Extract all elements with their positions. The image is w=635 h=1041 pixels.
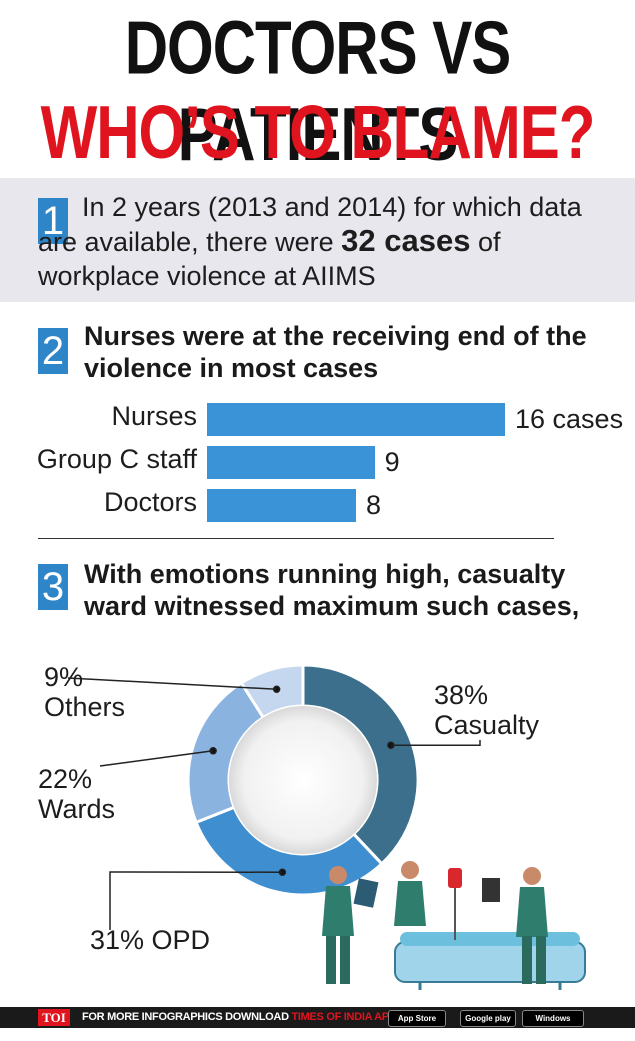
- donut-label-others-pct: 9%: [44, 662, 84, 692]
- donut-label-casualty-name: Casualty: [434, 710, 540, 740]
- bar-label-doctors: Doctors: [103, 487, 197, 517]
- leader-line-casualty: [390, 740, 481, 746]
- bar-value-group-c-staff: 9: [384, 447, 400, 477]
- bar-value-doctors: 8: [366, 490, 382, 520]
- donut-label-casualty-pct: 38%: [434, 680, 489, 710]
- section3-heading: With emotions running high, casualty war…: [84, 559, 580, 621]
- bar-nurses: [207, 403, 505, 436]
- footer-app-link[interactable]: TIMES OF INDIA APP: [291, 1011, 396, 1023]
- donut-label-wards-pct: 22%: [38, 764, 93, 794]
- headline-line-1: DOCTORS VS PATIENTS: [124, 6, 512, 176]
- section2-number: 2: [38, 328, 68, 374]
- footer-text-main: FOR MORE INFOGRAPHICS DOWNLOAD: [82, 1011, 292, 1023]
- leader-line-opd: [109, 871, 283, 930]
- section1-band: [0, 178, 635, 302]
- section1-text-bold: 32 cases: [341, 223, 471, 258]
- bar-label-group-c-staff: Group C staff: [36, 444, 197, 474]
- bar-label-nurses: Nurses: [111, 401, 197, 431]
- donut-label-casualty: 38% Casualty: [434, 680, 539, 740]
- donut-label-others-name: Others: [44, 692, 126, 722]
- toi-logo: TOI: [38, 1009, 70, 1026]
- bar-value-nurses: 16 cases: [515, 404, 624, 434]
- medical-team-illustration: [322, 861, 586, 1000]
- ward-donut-chart: 38% Casualty 31% OPD 22% Wards 9% Others: [0, 640, 635, 1000]
- section1-text-after: of workplace violence at AIIMS: [38, 227, 501, 291]
- footer-bar: TOI FOR MORE INFOGRAPHICS DOWNLOAD TIMES…: [0, 1007, 635, 1038]
- donut-svg: [67, 663, 586, 1000]
- donut-label-wards: 22% Wards: [38, 764, 115, 824]
- bar-doctors: [207, 489, 356, 522]
- app-store-badge[interactable]: App Store: [388, 1010, 446, 1027]
- bar-group-c-staff: [207, 446, 375, 479]
- section3-number: 3: [38, 564, 68, 610]
- windows-phone-badge[interactable]: Windows Phone: [522, 1010, 584, 1038]
- section1-text: In 2 years (2013 and 2014) for which dat…: [38, 190, 618, 293]
- headline-line-2: WHO’S TO BLAME?: [40, 90, 596, 175]
- google-play-badge[interactable]: Google play: [460, 1010, 516, 1027]
- section1-text-before: In 2 years (2013 and 2014) for which dat…: [38, 192, 582, 257]
- footer-text: FOR MORE INFOGRAPHICS DOWNLOAD TIMES OF …: [82, 1007, 396, 1028]
- section-divider: [38, 538, 554, 539]
- leader-line-wards: [99, 750, 214, 767]
- donut-hole: [229, 706, 377, 854]
- section2-heading: Nurses were at the receiving end of the …: [84, 321, 587, 383]
- section1-number: 1: [38, 198, 68, 244]
- donut-label-opd: 31% OPD: [90, 925, 210, 955]
- donut-label-others: 9% Others: [44, 662, 125, 722]
- donut-label-wards-name: Wards: [38, 794, 116, 824]
- donut-label-opd-text: 31% OPD: [90, 925, 211, 955]
- leader-line-others: [67, 677, 277, 691]
